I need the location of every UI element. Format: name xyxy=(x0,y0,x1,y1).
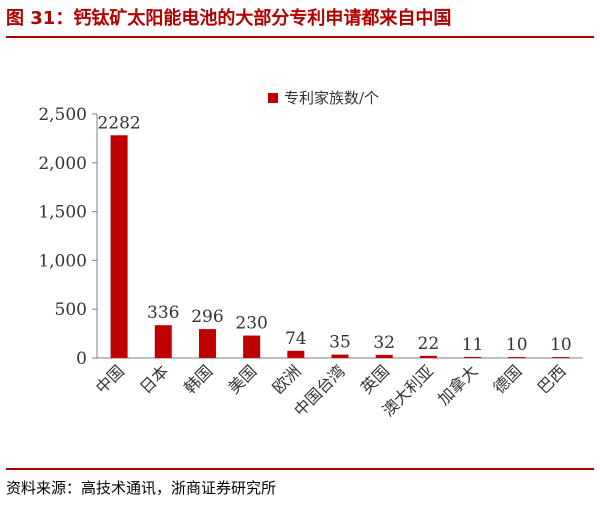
y-tick-label: 2,500 xyxy=(38,105,87,125)
data-label: 296 xyxy=(191,307,223,327)
data-label: 22 xyxy=(418,334,440,354)
x-tick-label: 美国 xyxy=(224,361,260,397)
y-tick-label: 0 xyxy=(76,349,87,369)
x-tick-label: 英国 xyxy=(357,361,393,397)
bar xyxy=(331,354,349,358)
y-tick-label: 1,500 xyxy=(38,203,87,223)
y-axis: 0 500 1,000 1,500 2,000 2,500 xyxy=(38,105,98,369)
bar xyxy=(198,329,216,358)
bar xyxy=(243,335,261,358)
bar xyxy=(464,356,482,358)
y-tick-label: 500 xyxy=(55,300,87,320)
bar xyxy=(508,357,526,358)
x-tick-label: 欧洲 xyxy=(269,361,305,397)
bar xyxy=(375,354,393,358)
data-label: 10 xyxy=(550,335,572,355)
x-tick-label: 日本 xyxy=(136,361,172,397)
x-tick-label: 中国 xyxy=(92,361,128,397)
x-tick-label: 韩国 xyxy=(180,361,216,397)
bars: 2282 336 296 230 74 35 32 22 11 10 10 xyxy=(97,113,572,358)
data-label: 10 xyxy=(506,335,528,355)
bar xyxy=(110,135,128,358)
bar xyxy=(154,325,172,358)
data-label: 11 xyxy=(462,335,484,355)
figure-title: 图 31：钙钛矿太阳能电池的大部分专利申请都来自中国 xyxy=(6,8,452,29)
x-tick-label: 巴西 xyxy=(534,361,570,397)
patent-bar-chart: 05001,0001,5002,0002,500 中国 日本 韩国 美国 欧洲中国台湾英… xyxy=(38,89,583,420)
data-label: 336 xyxy=(147,303,179,323)
data-label: 74 xyxy=(285,329,307,349)
legend-swatch xyxy=(268,93,278,103)
legend-label: 专利家族数/个 xyxy=(284,89,379,107)
bar xyxy=(552,357,570,358)
data-label: 230 xyxy=(235,314,267,334)
data-label: 32 xyxy=(373,333,395,353)
bar xyxy=(287,350,305,358)
data-label: 2282 xyxy=(97,113,140,133)
x-tick-label: 德国 xyxy=(489,361,525,397)
y-tick-label: 1,000 xyxy=(38,251,87,271)
source-divider xyxy=(6,468,594,470)
title-divider xyxy=(6,36,594,38)
legend: 专利家族数/个 xyxy=(268,89,379,107)
x-tick-label: 加拿大 xyxy=(434,361,481,408)
source-note: 资料来源：高技术通讯，浙商证券研究所 xyxy=(6,479,277,497)
data-label: 35 xyxy=(329,333,351,353)
y-tick-label: 2,000 xyxy=(38,154,87,174)
bar xyxy=(419,355,437,358)
